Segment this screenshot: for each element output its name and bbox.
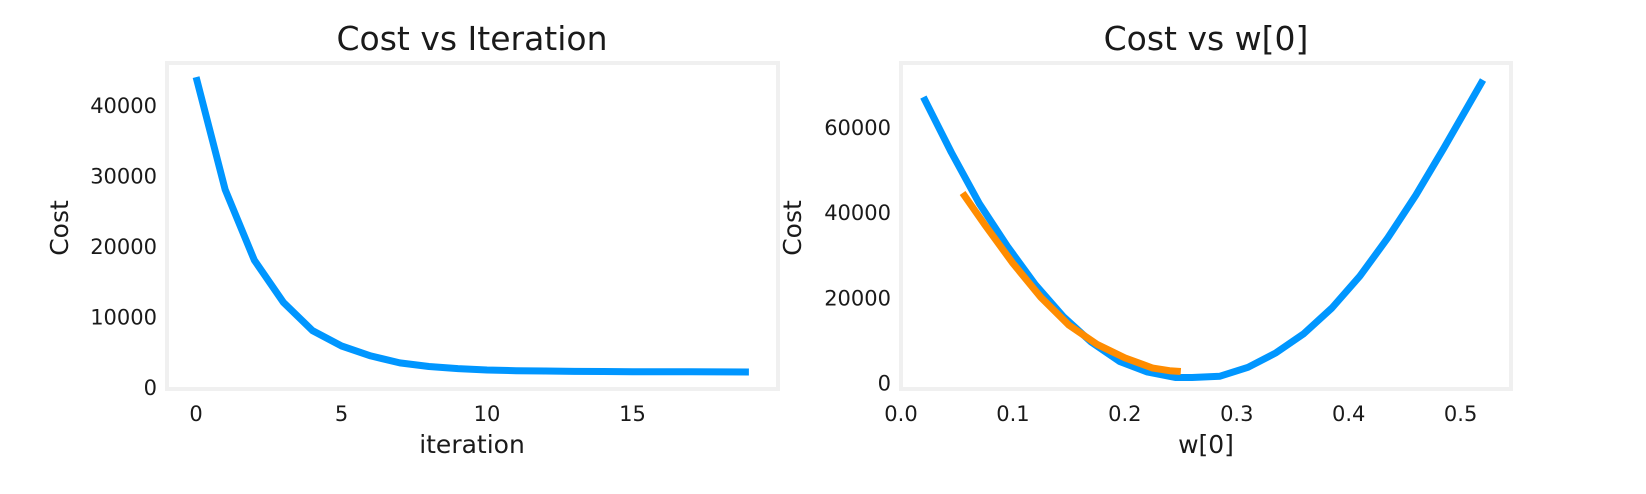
x-tick-label: 0.5 <box>1444 402 1477 426</box>
y-tick-label: 0 <box>144 376 157 400</box>
series-line-2 <box>959 190 1182 375</box>
y-tick-label: 30000 <box>90 165 157 189</box>
series-group-cost-vs-w0 <box>920 78 1487 381</box>
x-tick-label: 10 <box>474 402 501 426</box>
x-ticks-cost-vs-w0: 0.0 0.1 0.2 0.3 0.4 0.5 <box>884 402 1477 426</box>
chart-cost-vs-w0: Cost vs w[0] w[0] Cost 0.0 0.1 0.2 0.3 0.4 0.… <box>778 19 1513 459</box>
x-ticks-cost-vs-iteration: 0 5 10 15 <box>189 402 645 426</box>
plot-area-cost-vs-iteration <box>165 61 780 391</box>
series-group-cost-vs-iteration <box>192 76 749 376</box>
y-tick-label: 40000 <box>90 94 157 118</box>
x-tick-label: 0 <box>189 402 202 426</box>
y-tick-label: 40000 <box>824 201 891 225</box>
chart-title-cost-vs-w0: Cost vs w[0] <box>1104 19 1309 58</box>
y-tick-label: 0 <box>878 372 891 396</box>
x-tick-label: 15 <box>619 402 646 426</box>
x-tick-label: 0.0 <box>884 402 917 426</box>
series-line-1 <box>192 76 749 376</box>
chart-title-cost-vs-iteration: Cost vs Iteration <box>336 19 607 58</box>
plot-area-cost-vs-w0 <box>899 61 1513 391</box>
y-ticks-cost-vs-iteration: 0 10000 20000 30000 40000 <box>90 94 157 400</box>
x-axis-label-cost-vs-iteration: iteration <box>419 430 525 459</box>
x-tick-label: 5 <box>335 402 348 426</box>
x-tick-label: 0.1 <box>996 402 1029 426</box>
y-tick-label: 60000 <box>824 116 891 140</box>
x-tick-label: 0.3 <box>1220 402 1253 426</box>
chart-cost-vs-iteration: Cost vs Iteration iteration Cost 0 5 10 15 … <box>45 19 780 459</box>
y-tick-label: 20000 <box>824 286 891 310</box>
y-axis-label-cost-vs-w0: Cost <box>778 200 807 256</box>
y-ticks-cost-vs-w0: 0 20000 40000 60000 <box>824 116 891 396</box>
y-tick-label: 20000 <box>90 235 157 259</box>
x-axis-label-cost-vs-w0: w[0] <box>1178 430 1234 459</box>
x-tick-label: 0.2 <box>1108 402 1141 426</box>
x-tick-label: 0.4 <box>1332 402 1365 426</box>
series-line-1 <box>920 78 1487 381</box>
y-axis-label-cost-vs-iteration: Cost <box>45 200 74 256</box>
y-tick-label: 10000 <box>90 305 157 329</box>
